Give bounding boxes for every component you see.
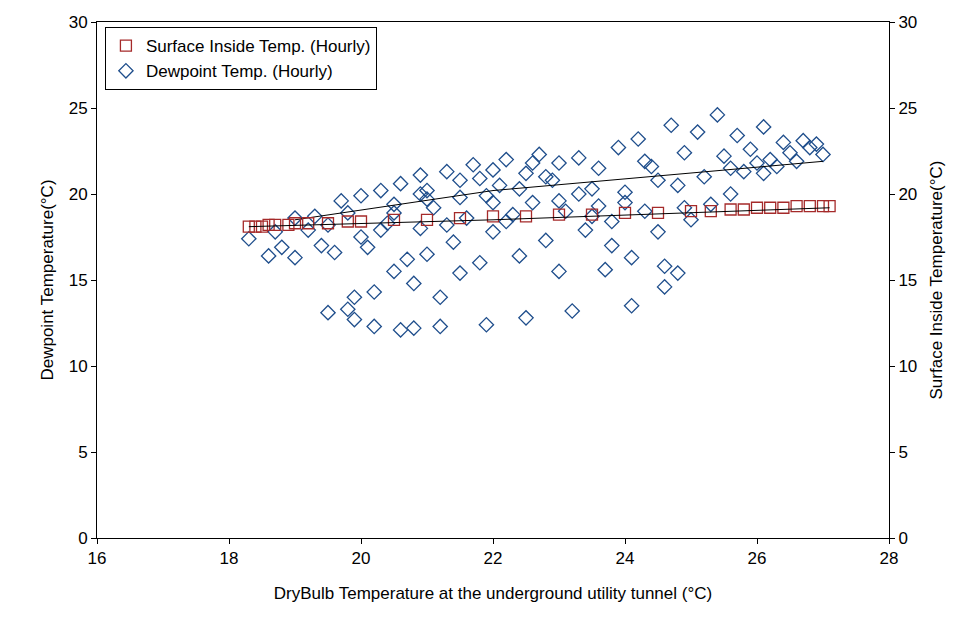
svg-text:DryBulb Temperature at the und: DryBulb Temperature at the underground u… xyxy=(274,584,712,603)
svg-text:15: 15 xyxy=(69,271,88,290)
svg-text:16: 16 xyxy=(88,549,107,568)
svg-text:Surface Inside Temp. (Hourly): Surface Inside Temp. (Hourly) xyxy=(146,37,371,56)
svg-text:28: 28 xyxy=(880,549,899,568)
svg-text:25: 25 xyxy=(898,99,917,118)
svg-text:5: 5 xyxy=(898,443,907,462)
svg-text:22: 22 xyxy=(484,549,503,568)
svg-text:10: 10 xyxy=(898,357,917,376)
svg-text:26: 26 xyxy=(748,549,767,568)
svg-text:20: 20 xyxy=(898,185,917,204)
svg-text:Dewpoint Temperature(°C): Dewpoint Temperature(°C) xyxy=(38,179,57,380)
svg-text:10: 10 xyxy=(69,357,88,376)
svg-text:5: 5 xyxy=(78,443,87,462)
svg-text:20: 20 xyxy=(69,185,88,204)
svg-text:30: 30 xyxy=(898,13,917,32)
svg-text:20: 20 xyxy=(352,549,371,568)
svg-text:30: 30 xyxy=(69,13,88,32)
svg-text:0: 0 xyxy=(898,529,907,548)
svg-text:Surface Inside Temperature(°C): Surface Inside Temperature(°C) xyxy=(927,161,946,400)
svg-text:25: 25 xyxy=(69,99,88,118)
svg-text:0: 0 xyxy=(78,529,87,548)
svg-text:Dewpoint Temp. (Hourly): Dewpoint Temp. (Hourly) xyxy=(146,62,333,81)
svg-text:15: 15 xyxy=(898,271,917,290)
svg-text:18: 18 xyxy=(220,549,239,568)
svg-text:24: 24 xyxy=(616,549,635,568)
